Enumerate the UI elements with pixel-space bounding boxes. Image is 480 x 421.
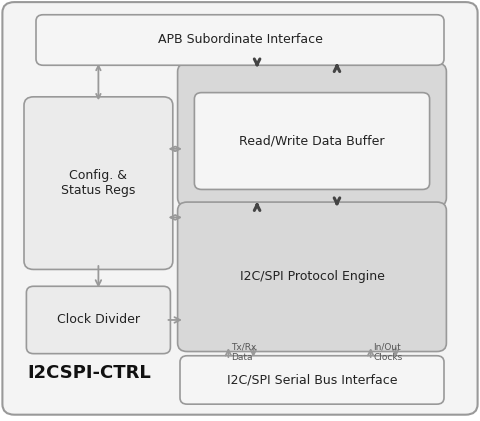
FancyBboxPatch shape — [194, 93, 430, 189]
Text: I2C/SPI Serial Bus Interface: I2C/SPI Serial Bus Interface — [227, 373, 397, 386]
FancyBboxPatch shape — [24, 97, 173, 269]
FancyBboxPatch shape — [178, 63, 446, 206]
FancyBboxPatch shape — [36, 15, 444, 65]
Text: Config. &
Status Regs: Config. & Status Regs — [61, 169, 135, 197]
FancyBboxPatch shape — [26, 286, 170, 354]
FancyBboxPatch shape — [2, 2, 478, 415]
Text: Read/Write Data Buffer: Read/Write Data Buffer — [239, 135, 385, 147]
FancyBboxPatch shape — [180, 356, 444, 404]
FancyBboxPatch shape — [178, 202, 446, 352]
Text: I2C/SPI Protocol Engine: I2C/SPI Protocol Engine — [240, 270, 384, 283]
Text: Tx/Rx
Data: Tx/Rx Data — [231, 343, 256, 362]
Text: I2CSPI-CTRL: I2CSPI-CTRL — [27, 364, 151, 381]
Text: APB Subordinate Interface: APB Subordinate Interface — [157, 34, 323, 46]
Text: In/Out
Clocks: In/Out Clocks — [373, 343, 402, 362]
Text: Clock Divider: Clock Divider — [57, 314, 140, 326]
